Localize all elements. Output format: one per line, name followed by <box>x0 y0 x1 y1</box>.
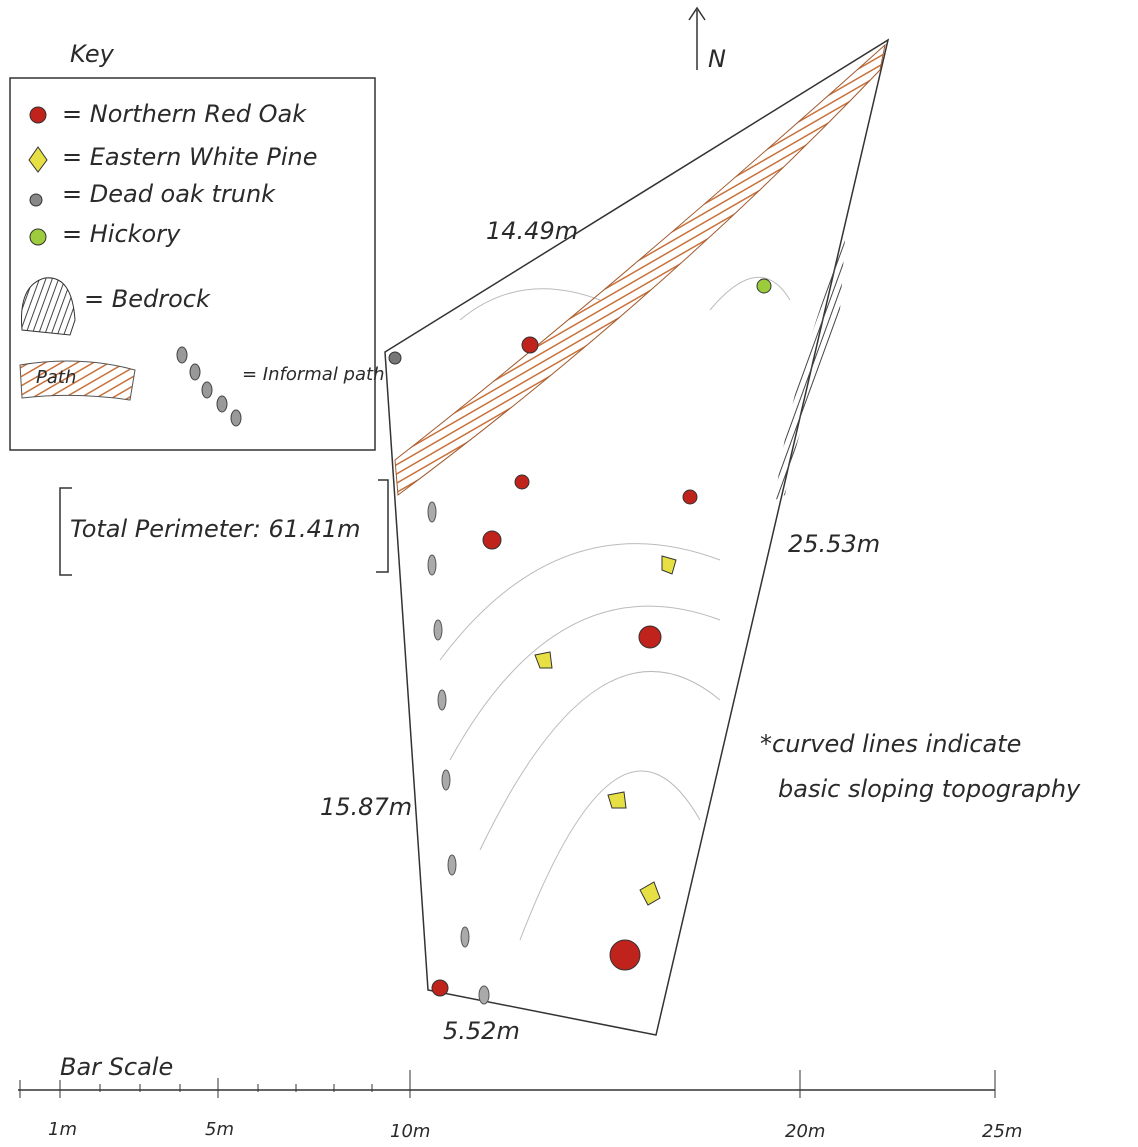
side-length: 5.52m <box>443 1017 520 1045</box>
perimeter: Total Perimeter: 61.41m <box>70 515 361 543</box>
north-label: N <box>708 45 726 73</box>
side-length: 14.49m <box>486 217 578 245</box>
icon-bedrock <box>21 278 75 335</box>
key-item: Path <box>36 367 76 388</box>
key-item: = Eastern White Pine <box>62 143 318 171</box>
key-item: = Hickory <box>62 220 181 248</box>
key-title: Key <box>70 40 115 68</box>
scale-label: 5m <box>205 1119 234 1140</box>
map: Key = Northern Red Oak = Eastern White P… <box>0 0 1138 1147</box>
scale-label: 1m <box>48 1119 77 1140</box>
note-line: basic sloping topography <box>778 775 1081 803</box>
key-item: = Bedrock <box>84 285 211 313</box>
scale-label: 25m <box>982 1121 1022 1142</box>
icon-white-pine <box>29 147 47 172</box>
side-length: 25.53m <box>788 530 880 558</box>
key-item: = Dead oak trunk <box>62 180 276 208</box>
hickory <box>757 279 771 293</box>
page: {"key": {"title": "Key", "items": ["= No… <box>0 0 1138 1147</box>
key-item: = Informal path <box>242 364 384 385</box>
dead-oak <box>389 352 401 364</box>
side-length: 15.87m <box>320 793 412 821</box>
key-item: = Northern Red Oak <box>62 100 307 128</box>
note-line: *curved lines indicate <box>760 730 1021 758</box>
scale-title: Bar Scale <box>60 1053 173 1081</box>
scale-label: 20m <box>785 1121 825 1142</box>
icon-informal-path <box>177 347 241 426</box>
scale-label: 10m <box>390 1121 430 1142</box>
icon-dead-oak <box>30 194 42 206</box>
icon-hickory <box>30 229 46 245</box>
icon-red-oak <box>30 107 46 123</box>
